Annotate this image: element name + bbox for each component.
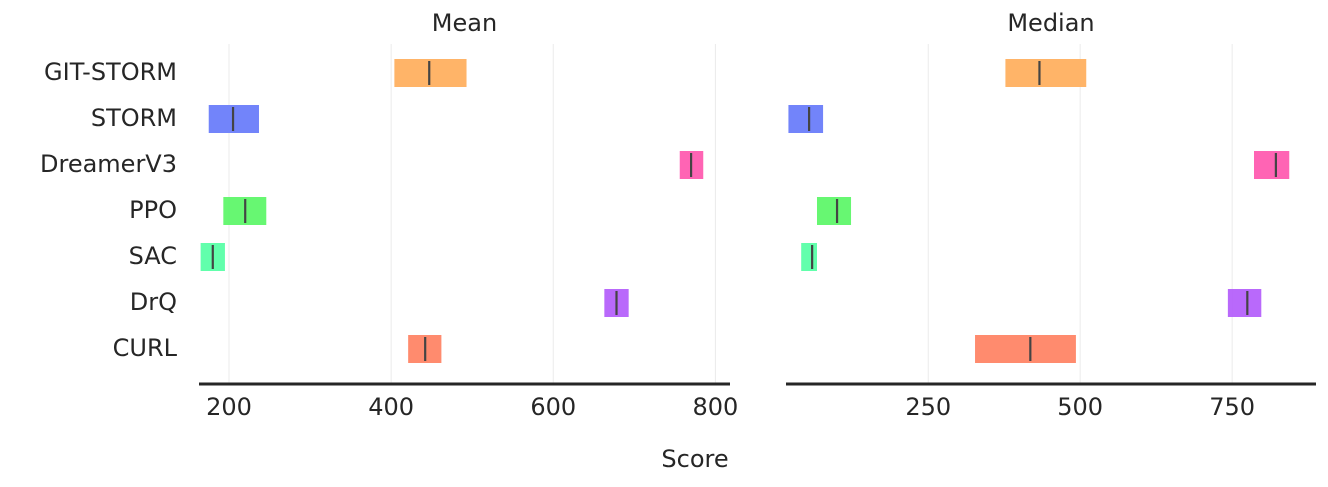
y-tick-label: STORM — [91, 104, 177, 132]
interval-box — [801, 243, 817, 271]
y-tick-label: GIT-STORM — [44, 58, 177, 86]
interval-box — [816, 197, 852, 225]
x-tick-label: 600 — [530, 393, 576, 421]
interval-box — [1005, 59, 1087, 87]
interval-box — [394, 59, 467, 87]
y-tick-label: DreamerV3 — [40, 150, 177, 178]
x-tick-label: 250 — [905, 393, 951, 421]
interval-box — [1254, 151, 1290, 179]
x-tick-label: 400 — [368, 393, 414, 421]
interval-box — [975, 335, 1076, 363]
x-tick-label: 200 — [206, 393, 252, 421]
x-tick-label: 500 — [1057, 393, 1103, 421]
panel-title: Median — [1007, 9, 1094, 37]
y-tick-label: PPO — [129, 196, 177, 224]
x-tick-label: 800 — [693, 393, 739, 421]
y-tick-label: SAC — [129, 242, 177, 270]
x-tick-label: 750 — [1209, 393, 1255, 421]
y-tick-label: DrQ — [130, 288, 177, 316]
interval-box — [1227, 289, 1262, 317]
panel-title: Mean — [432, 9, 497, 37]
x-axis-label: Score — [661, 445, 728, 473]
interval-box — [788, 105, 824, 133]
y-tick-label: CURL — [113, 334, 178, 362]
